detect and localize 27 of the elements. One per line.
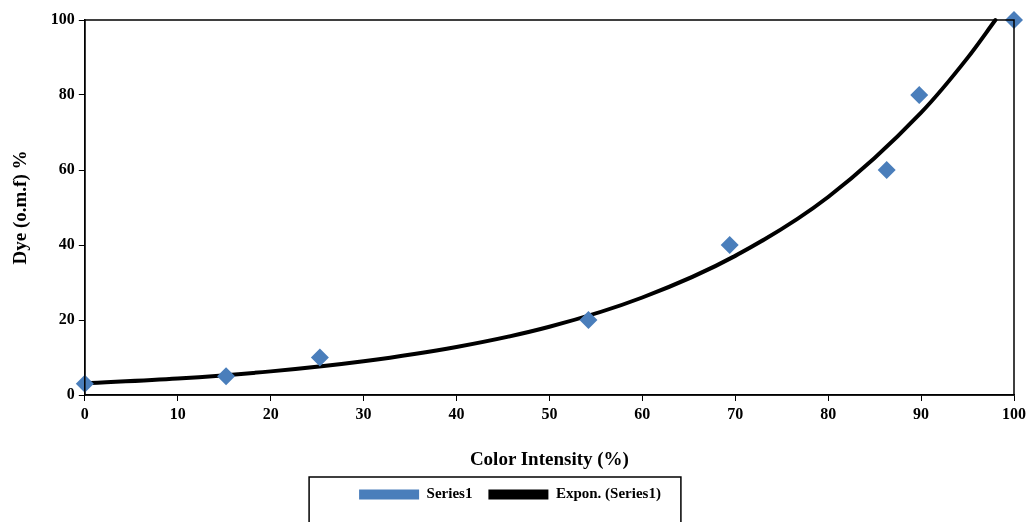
x-axis-title: Color Intensity (%) <box>469 447 629 470</box>
x-tick-label: 100 <box>1002 404 1026 422</box>
y-axis-title: Dye (o.m.f) % <box>9 150 32 265</box>
x-tick-label: 70 <box>727 404 744 422</box>
y-tick-label: 100 <box>50 10 75 28</box>
y-tick-label: 80 <box>58 85 75 103</box>
point <box>720 236 739 254</box>
x-tick-label: 80 <box>820 404 837 422</box>
legend-label: Series1 <box>426 485 473 502</box>
x-tick-label: 20 <box>262 404 279 422</box>
y-tick-label: 60 <box>58 160 75 178</box>
x-tick-label: 10 <box>169 404 186 422</box>
point <box>310 348 329 367</box>
point <box>579 311 598 329</box>
y-tick-label: 20 <box>58 310 75 328</box>
x-tick-label: 40 <box>448 404 465 422</box>
y-tick-label: 0 <box>66 385 75 403</box>
x-tick-label: 90 <box>913 404 930 422</box>
point <box>217 367 236 386</box>
y-tick-label: 40 <box>58 235 75 253</box>
x-tick-label: 0 <box>80 404 89 422</box>
x-tick-label: 30 <box>355 404 372 422</box>
x-tick-label: 60 <box>634 404 651 422</box>
x-tick-label: 50 <box>541 404 558 422</box>
point <box>910 86 929 104</box>
legend-label: Expon. (Series1) <box>555 485 661 503</box>
point <box>877 161 896 179</box>
